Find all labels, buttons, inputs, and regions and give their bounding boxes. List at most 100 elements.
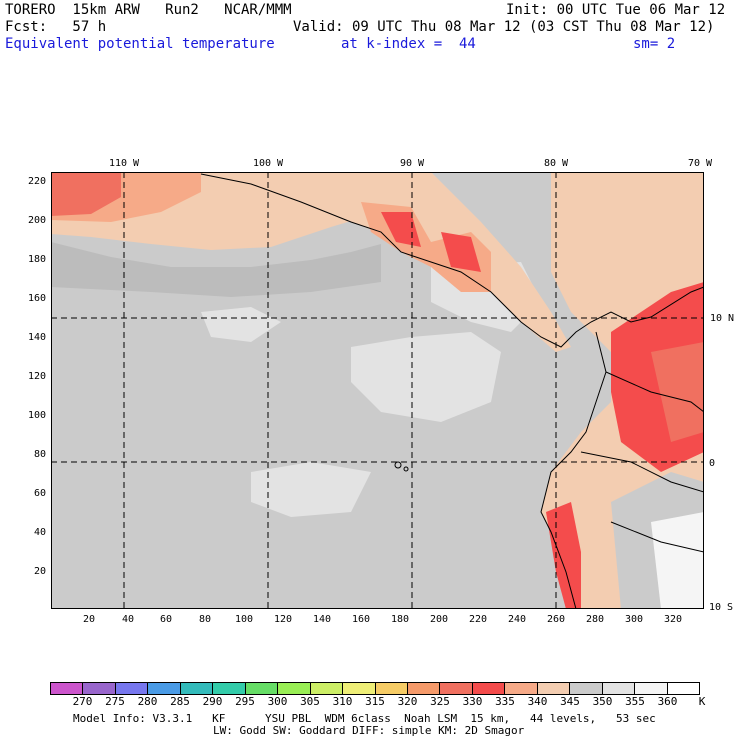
colorbar-swatch xyxy=(83,683,116,694)
colorbar-swatch xyxy=(148,683,181,694)
hot-honduras xyxy=(441,232,481,272)
colorbar-swatch xyxy=(472,683,506,694)
grid-y-tick: 200 xyxy=(27,215,46,226)
grid-y-tick: 120 xyxy=(27,371,46,382)
physics-info: LW: Godd SW: Goddard DIFF: simple KM: 2D… xyxy=(213,724,525,737)
grid-y-tick: 180 xyxy=(27,254,46,265)
grid-x-tick: 180 xyxy=(390,614,410,625)
border-colombia-ecuador xyxy=(605,371,704,413)
grid-y-tick: 140 xyxy=(27,332,46,343)
grid-y-tick: 40 xyxy=(33,527,46,538)
light-patch-center xyxy=(351,332,501,422)
colorbar-label: 300 xyxy=(267,695,288,708)
field-name: Equivalent potential temperature xyxy=(5,36,275,52)
grid-x-tick: 320 xyxy=(663,614,683,625)
colorbar-label: 290 xyxy=(202,695,223,708)
colorbar-unit: K xyxy=(698,695,706,708)
colorbar-label: 320 xyxy=(397,695,418,708)
darker-gray-band xyxy=(51,242,381,297)
hot-peru-coast xyxy=(546,502,581,609)
colorbar-swatch xyxy=(635,683,668,694)
lon-label: 80 W xyxy=(543,158,569,169)
colorbar-swatch xyxy=(570,683,603,694)
lat-label: 10 N xyxy=(710,313,735,324)
colorbar-label: 355 xyxy=(625,695,645,708)
coastline-central-america xyxy=(200,173,704,348)
colorbar-label: 295 xyxy=(235,695,255,708)
model-info: Model Info: V3.3.1 KF YSU PBL WDM 6class… xyxy=(73,712,656,725)
colorbar-label: 275 xyxy=(105,695,125,708)
grid-y-tick: 160 xyxy=(27,293,46,304)
colorbar-swatch xyxy=(602,683,636,694)
hot-core-colombia xyxy=(651,342,704,442)
colorbar-label: 285 xyxy=(170,695,190,708)
grid-x-tick: 280 xyxy=(585,614,605,625)
valid-time: Valid: 09 UTC Thu 08 Mar 12 (03 CST Thu … xyxy=(293,19,715,35)
colorbar-label: 330 xyxy=(462,695,483,708)
colorbar-swatch xyxy=(213,683,246,694)
grid-x-tick: 300 xyxy=(624,614,644,625)
colorbar-swatch xyxy=(180,683,214,694)
colorbar-label: 270 xyxy=(72,695,93,708)
grid-x-tick: 40 xyxy=(121,614,135,625)
lon-label: 90 W xyxy=(399,158,425,169)
grid-y-tick: 80 xyxy=(33,449,46,460)
grid-x-tick: 140 xyxy=(312,614,332,625)
hot-core-northwest xyxy=(51,172,121,216)
andes-cold xyxy=(651,512,704,609)
grid-y-tick: 100 xyxy=(27,410,46,421)
border-peru xyxy=(580,451,704,493)
border-south xyxy=(610,521,704,553)
colorbar-label: 345 xyxy=(560,695,580,708)
colorbar-swatch xyxy=(407,683,441,694)
grid-x-tick: 240 xyxy=(507,614,527,625)
grid-y-tick: 220 xyxy=(27,176,46,187)
grid-x-tick: 100 xyxy=(234,614,254,625)
model-title: TORERO 15km ARW Run2 NCAR/MMM xyxy=(5,2,292,18)
colorbar-swatch xyxy=(505,683,538,694)
light-patch-west xyxy=(201,307,281,342)
colorbar-label: 360 xyxy=(657,695,678,708)
colorbar-label: 310 xyxy=(332,695,353,708)
colorbar-swatch xyxy=(343,683,376,694)
colorbar-swatch xyxy=(667,683,700,694)
lat-label: 10 S xyxy=(709,602,734,613)
level-info: at k-index = 44 xyxy=(341,36,476,52)
hot-guatemala xyxy=(381,212,421,247)
galapagos-island xyxy=(403,466,409,472)
lon-label: 100 W xyxy=(252,158,284,169)
colorbar-swatch xyxy=(310,683,344,694)
light-patch-south xyxy=(251,462,371,517)
colorbar-swatch xyxy=(440,683,473,694)
colorbar-swatch xyxy=(51,683,84,694)
grid-x-tick: 260 xyxy=(546,614,566,625)
colorbar-swatch xyxy=(115,683,149,694)
map-frame xyxy=(51,172,704,609)
colorbar xyxy=(50,682,700,695)
colorbar-swatch xyxy=(278,683,311,694)
colorbar-label: 325 xyxy=(430,695,450,708)
lon-label: 110 W xyxy=(108,158,140,169)
colorbar-label: 315 xyxy=(365,695,385,708)
forecast-hour: Fcst: 57 h xyxy=(5,19,107,35)
colorbar-label: 350 xyxy=(592,695,613,708)
colorbar-swatch xyxy=(537,683,571,694)
grid-x-tick: 60 xyxy=(159,614,173,625)
lat-label: 0 xyxy=(709,458,716,469)
grid-y-tick: 20 xyxy=(33,566,46,577)
colorbar-label: 280 xyxy=(137,695,158,708)
equivalent-potential-temperature-map xyxy=(51,172,704,609)
smoothing-info: sm= 2 xyxy=(633,36,676,52)
colorbar-label: 335 xyxy=(495,695,515,708)
colorbar-swatch xyxy=(375,683,408,694)
galapagos-island xyxy=(394,461,402,469)
lon-label: 70 W xyxy=(687,158,713,169)
init-time: Init: 00 UTC Tue 06 Mar 12 xyxy=(506,2,726,18)
colorbar-swatch xyxy=(245,683,279,694)
grid-x-tick: 160 xyxy=(351,614,371,625)
grid-x-tick: 200 xyxy=(429,614,449,625)
grid-x-tick: 220 xyxy=(468,614,488,625)
colorbar-label: 305 xyxy=(300,695,320,708)
grid-x-tick: 120 xyxy=(273,614,293,625)
grid-x-tick: 80 xyxy=(198,614,212,625)
